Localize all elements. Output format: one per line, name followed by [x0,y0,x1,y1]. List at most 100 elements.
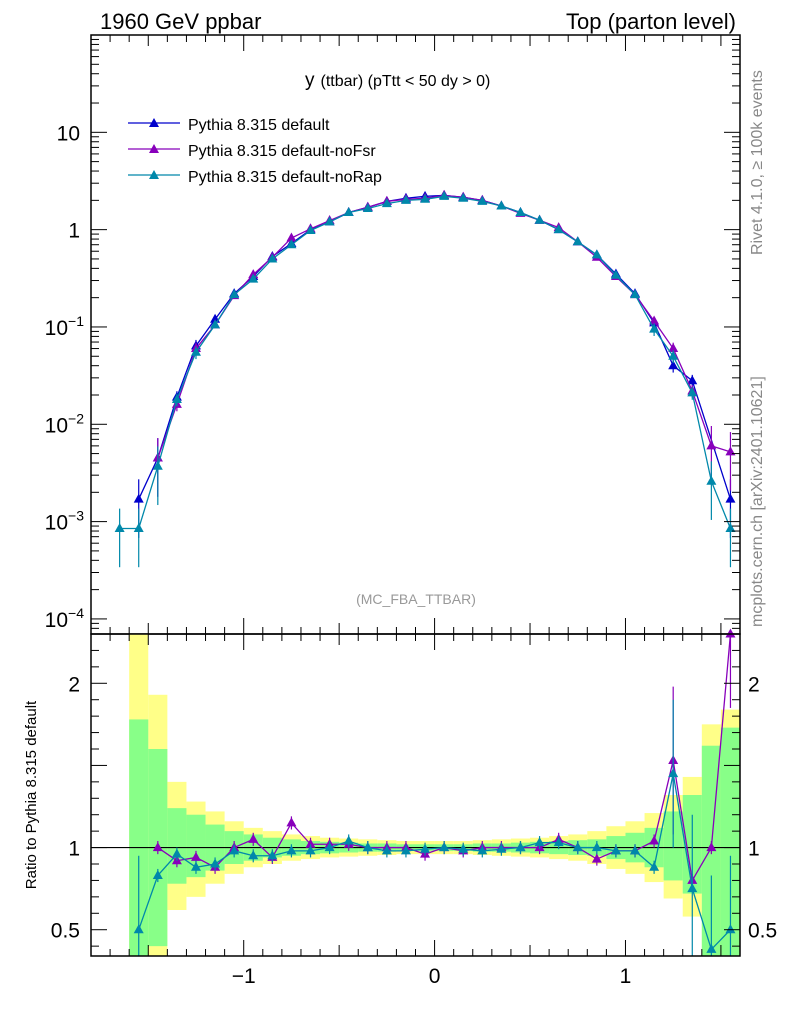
ratio-frame [90,633,741,957]
ratio-point-noRap [381,845,392,855]
point-noRap [343,207,354,217]
legend-label-nofsr: Pythia 8.315 default-noFsr [188,143,376,160]
ratio-point-noRap [171,848,182,858]
point-noRap [267,253,278,263]
main-ytick-label: 10−3 [45,508,85,535]
ratio-point-noRap [553,837,564,847]
ratio-xtick-label: 0 [429,965,441,988]
point-noRap [248,273,259,283]
main-ytick-label: 1 [68,220,80,243]
legend-triangle-default [149,118,159,127]
ratio-point-noRap [439,842,450,852]
ratio-ytick-label-right: 2 [748,673,760,696]
ratio-ytick-label: 1 [68,838,80,861]
ratio-point-noRap [324,842,335,852]
point-noRap [649,323,660,333]
ratio-point-noRap [591,842,602,852]
ratio-point-noFsr [152,842,163,852]
ratio-point-noRap [649,861,660,871]
point-noFsr [286,232,297,242]
ratio-point-noRap [210,858,221,868]
main-ytick-label: 10 [57,122,80,145]
ratio-point-noRap [190,861,201,871]
point-noRap [171,393,182,403]
ratio-point-noFsr [706,842,717,852]
point-noRap [687,387,698,397]
point-noFsr [706,440,717,450]
ratio-point-noRap [420,843,431,853]
ratio-point-noRap [515,842,526,852]
legend-label-default: Pythia 8.315 default [188,117,330,134]
main-panel: 10−4 10−3 10−2 10−1 1 10 [45,34,741,635]
point-default [133,493,144,503]
point-noRap [534,214,545,224]
ratio-ytick-label-right: 1 [748,838,760,861]
point-default [725,493,736,503]
ratio-point-noFsr [286,817,297,827]
watermark: (MC_FBA_TTBAR) [356,591,476,607]
title-y: y [305,70,315,91]
title-rest: (ttbar) (pTtt < 50 dy > 0) [321,73,491,90]
legend-triangle-nofsr [149,144,159,153]
ratio-point-noRap [286,845,297,855]
point-noRap [630,289,641,299]
ratio-point-noRap [305,845,316,855]
series-line-default [138,194,732,500]
point-noRap [610,269,621,279]
main-ytick-label: 10−4 [45,605,85,632]
point-noRap [286,239,297,249]
point-noRap [114,522,125,532]
chart-title: y (ttbar) (pTtt < 50 dy > 0) [305,70,490,91]
legend-label-norap: Pythia 8.315 default-noRap [188,169,382,186]
point-noRap [362,202,373,212]
ratio-point-noRap [687,883,698,893]
ratio-panel: −1 0 1 0.5 0.5 1 1 2 2 [51,628,777,988]
band-inner-bin [720,727,740,956]
ratio-xtick-label: −1 [232,965,256,988]
series-line-noFsr [157,194,731,459]
legend: Pythia 8.315 default Pythia 8.315 defaul… [128,117,382,186]
ratio-point-noRap [610,845,621,855]
band-inner-bin [129,719,149,956]
point-noRap [591,249,602,259]
ratio-point-noRap [152,870,163,879]
point-noRap [553,224,564,234]
point-noRap [706,475,717,485]
ratio-point-noRap [477,845,488,855]
point-noRap [305,224,316,234]
point-noRap [324,216,335,226]
ratio-point-noFsr [305,838,316,848]
point-noRap [725,522,736,532]
point-noRap [496,200,507,210]
point-noRap [152,460,163,470]
ratio-point-noRap [343,835,354,845]
band-inner-bin [167,808,187,884]
legend-triangle-norap [149,170,159,179]
point-noRap [400,194,411,204]
ratio-point-noRap [706,943,717,953]
ratio-point-noFsr [725,628,736,638]
ratio-point-noRap [630,845,641,855]
point-noRap [133,522,144,532]
ratio-ylabel: Ratio to Pythia 8.315 default [23,700,40,889]
point-noFsr [668,343,679,353]
point-noRap [229,289,240,299]
point-noRap [515,207,526,217]
ratio-point-noFsr [649,835,660,845]
ratio-ytick-label: 2 [68,673,80,696]
ratio-ytick-label: 0.5 [51,920,80,943]
ratio-point-noRap [400,845,411,855]
point-noRap [477,195,488,205]
point-noRap [381,198,392,208]
point-noRap [420,193,431,203]
ratio-point-noRap [362,842,373,852]
ratio-point-noRap [229,845,240,855]
point-default [668,360,679,370]
point-noRap [668,350,679,360]
ratio-point-noRap [725,924,736,934]
point-noFsr [649,315,660,325]
main-ytick-label: 10−2 [45,410,85,437]
ratio-ytick-label-right: 0.5 [748,920,777,943]
mcplots-label: mcplots.cern.ch [arXiv:2401.10621] [749,376,766,627]
